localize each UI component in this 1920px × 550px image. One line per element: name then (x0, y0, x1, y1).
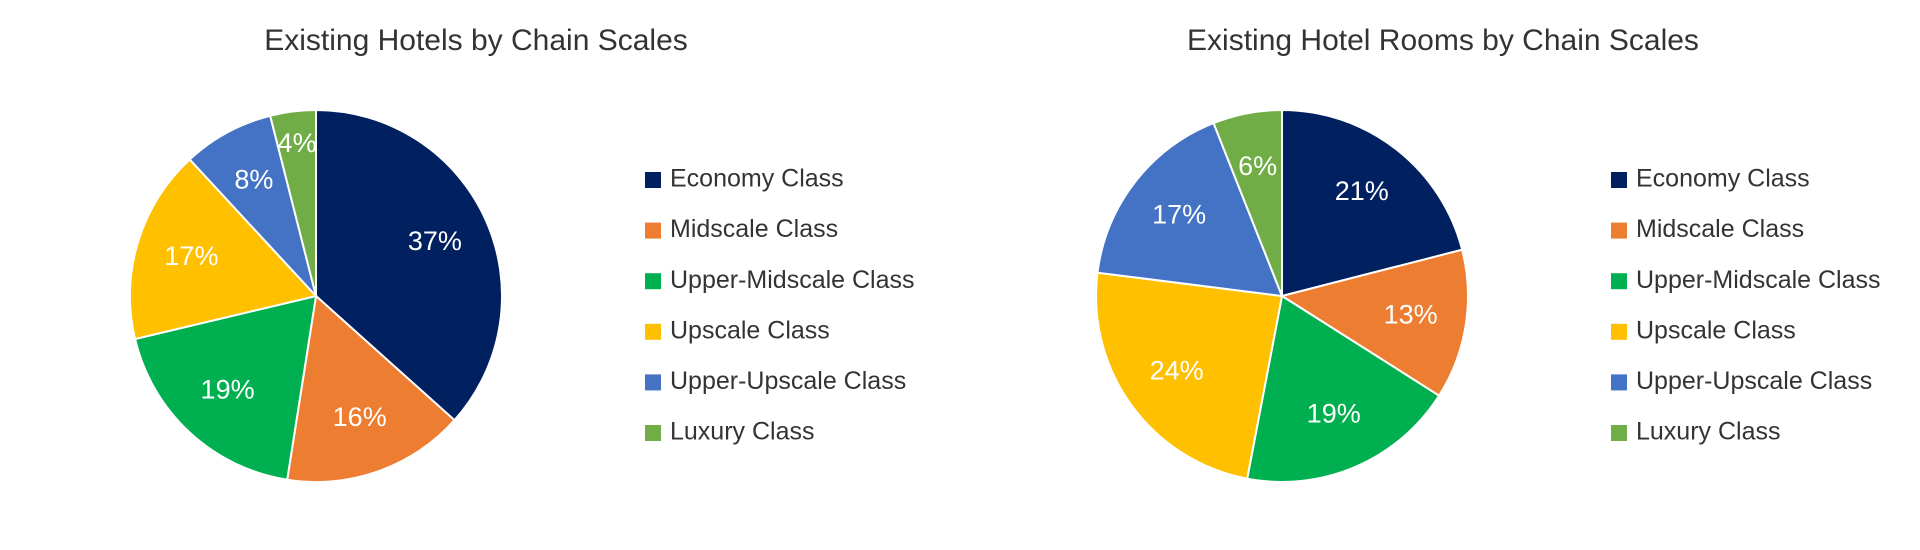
pie-slice (1212, 108, 1283, 297)
data-label: 19% (201, 375, 255, 405)
chart-title: Existing Hotels by Chain Scales (264, 24, 688, 57)
legend-label: Upper-Midscale Class (670, 266, 915, 294)
legend-swatch (645, 172, 661, 188)
legend-label: Midscale Class (670, 215, 838, 243)
legend-swatch (1611, 323, 1627, 340)
data-label: 37% (408, 226, 462, 256)
pie-slice (1279, 248, 1469, 398)
legend-label: Upper-Upscale Class (670, 367, 906, 395)
chart-title: Existing Hotel Rooms by Chain Scales (1187, 24, 1699, 57)
pie-slice (133, 294, 318, 481)
data-label: 17% (164, 241, 218, 271)
legend-label: Economy Class (1636, 165, 1810, 193)
legend-swatch (1611, 172, 1627, 188)
pie-slice (129, 158, 318, 341)
legend-swatch (1611, 222, 1627, 239)
legend-swatch (645, 273, 661, 290)
pie-slice (315, 108, 503, 422)
data-label: 6% (1238, 151, 1277, 181)
data-label: 17% (1152, 199, 1206, 229)
legend-swatch (645, 323, 661, 340)
legend-label: Economy Class (670, 165, 844, 193)
data-label: 13% (1384, 299, 1438, 329)
data-label: 8% (234, 165, 273, 195)
data-label: 16% (333, 402, 387, 432)
legend-label: Upper-Upscale Class (1636, 367, 1872, 395)
legend-label: Upscale Class (1636, 316, 1796, 344)
pie-slice (1096, 121, 1284, 298)
legend-label: Upper-Midscale Class (1636, 266, 1881, 294)
legend-label: Upscale Class (670, 316, 830, 344)
legend-swatch (1611, 374, 1627, 391)
legend-swatch (645, 374, 661, 391)
legend-label: Luxury Class (1636, 418, 1781, 446)
pie-slice (1245, 294, 1441, 483)
pie-slice (286, 294, 456, 483)
data-label: 4% (278, 128, 317, 158)
legend-swatch (1611, 273, 1627, 290)
data-label: 19% (1307, 399, 1361, 429)
data-label: 24% (1150, 356, 1204, 386)
legend-swatch (645, 425, 661, 441)
pie-slice (268, 108, 317, 297)
legend-swatch (645, 222, 661, 239)
data-label: 21% (1335, 176, 1389, 206)
pie-slice (188, 114, 317, 297)
legend-swatch (1611, 425, 1627, 441)
pie-slice (1281, 108, 1464, 298)
legend-label: Luxury Class (670, 418, 815, 446)
legend-label: Midscale Class (1636, 215, 1804, 243)
pie-slice (1095, 271, 1284, 480)
